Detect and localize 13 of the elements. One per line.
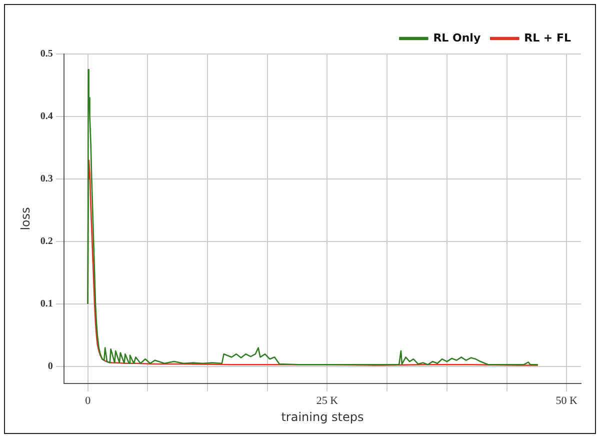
x-tick-label: 0 [85, 394, 92, 407]
x-axis-title: training steps [281, 410, 364, 424]
y-tick-label: 0.1 [40, 298, 53, 310]
legend-label: RL Only [433, 31, 481, 44]
y-tick-label: 0.2 [40, 236, 53, 248]
y-axis-title: loss [18, 207, 32, 230]
y-tick-label: 0.3 [40, 174, 53, 185]
x-tick-label: 50 K [556, 394, 578, 407]
y-tick-label: 0.5 [40, 48, 53, 60]
x-tick-label: 25 K [316, 394, 338, 407]
legend-label: RL + FL [524, 31, 572, 44]
y-tick-label: 0 [48, 361, 53, 372]
y-tick-label: 0.4 [40, 111, 53, 122]
